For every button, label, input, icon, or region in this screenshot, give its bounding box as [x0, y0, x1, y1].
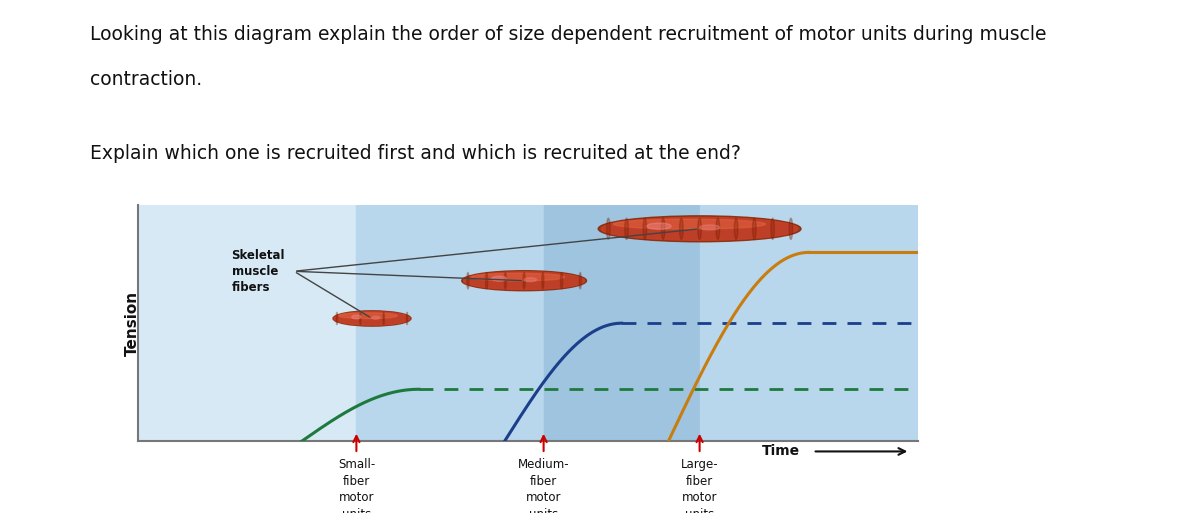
- Text: Medium-
fiber
motor
units
recruited: Medium- fiber motor units recruited: [517, 458, 570, 513]
- Ellipse shape: [734, 218, 738, 240]
- Text: Time: Time: [762, 444, 800, 459]
- Ellipse shape: [336, 312, 337, 325]
- Ellipse shape: [334, 312, 410, 325]
- Ellipse shape: [580, 272, 581, 289]
- Bar: [544, 205, 700, 441]
- Ellipse shape: [504, 272, 506, 289]
- Ellipse shape: [524, 278, 536, 282]
- Text: Small-
fiber
motor
units
recruited: Small- fiber motor units recruited: [330, 458, 383, 513]
- Ellipse shape: [462, 271, 587, 291]
- Ellipse shape: [492, 276, 506, 281]
- Ellipse shape: [613, 219, 766, 229]
- Text: Explain which one is recruited first and which is recruited at the end?: Explain which one is recruited first and…: [90, 144, 740, 163]
- Ellipse shape: [647, 223, 671, 229]
- Ellipse shape: [541, 272, 544, 289]
- Text: contraction.: contraction.: [90, 70, 202, 89]
- Ellipse shape: [601, 218, 798, 240]
- Ellipse shape: [472, 273, 565, 281]
- Ellipse shape: [643, 218, 647, 240]
- Ellipse shape: [700, 225, 720, 230]
- Ellipse shape: [360, 312, 361, 325]
- Ellipse shape: [770, 218, 774, 240]
- Bar: [356, 205, 544, 441]
- Text: Looking at this diagram explain the order of size dependent recruitment of motor: Looking at this diagram explain the orde…: [90, 25, 1046, 44]
- Y-axis label: Tension: Tension: [125, 291, 140, 356]
- Ellipse shape: [661, 218, 665, 240]
- Ellipse shape: [338, 313, 397, 319]
- Ellipse shape: [372, 316, 379, 319]
- Ellipse shape: [352, 315, 361, 319]
- Ellipse shape: [606, 218, 610, 240]
- Ellipse shape: [679, 218, 683, 240]
- Ellipse shape: [523, 272, 526, 289]
- Ellipse shape: [383, 312, 384, 325]
- Ellipse shape: [486, 272, 487, 289]
- Ellipse shape: [463, 272, 584, 289]
- Ellipse shape: [625, 218, 629, 240]
- Ellipse shape: [599, 216, 802, 242]
- Ellipse shape: [407, 312, 408, 325]
- Ellipse shape: [716, 218, 720, 240]
- Ellipse shape: [560, 272, 563, 289]
- Ellipse shape: [334, 311, 410, 326]
- Ellipse shape: [790, 218, 793, 240]
- Bar: [138, 205, 356, 441]
- Ellipse shape: [697, 218, 702, 240]
- Ellipse shape: [467, 272, 469, 289]
- Text: Large-
fiber
motor
units
recruited: Large- fiber motor units recruited: [673, 458, 726, 513]
- Bar: [700, 205, 918, 441]
- Ellipse shape: [752, 218, 756, 240]
- Text: Skeletal
muscle
fibers: Skeletal muscle fibers: [232, 249, 286, 294]
